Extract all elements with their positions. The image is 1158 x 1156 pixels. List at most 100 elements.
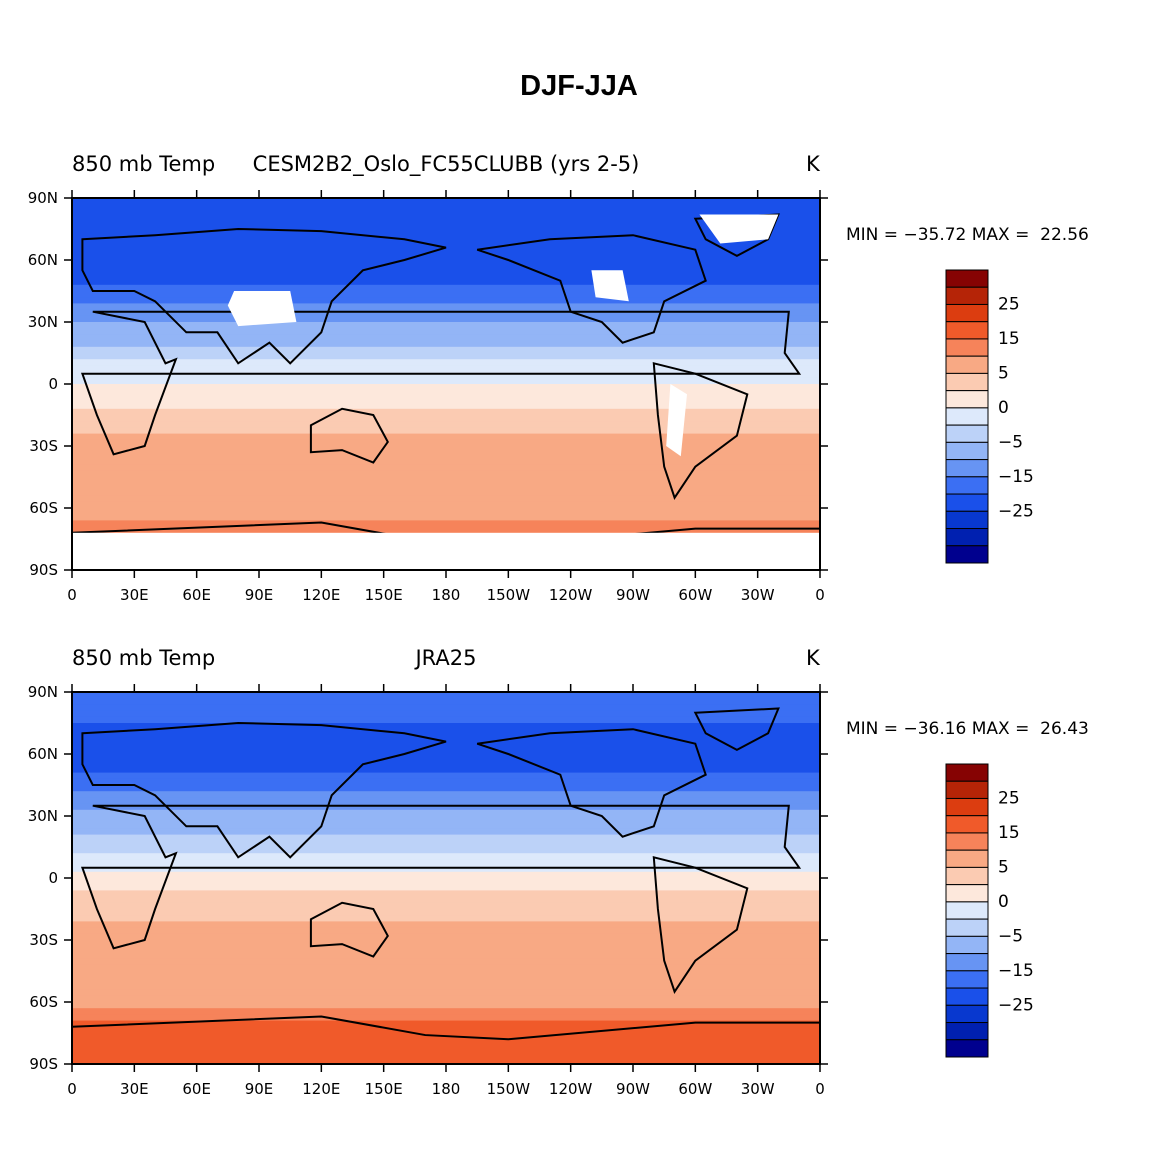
x-tick-label: 0 bbox=[67, 1080, 77, 1098]
colorbar-box bbox=[945, 338, 989, 357]
colorbar-box bbox=[945, 372, 989, 392]
colorbar-box bbox=[945, 935, 989, 955]
y-tick-label: 30S bbox=[29, 437, 58, 455]
x-tick-label: 30W bbox=[741, 1080, 775, 1098]
colorbar-box bbox=[945, 797, 989, 817]
colorbar-box bbox=[945, 545, 989, 564]
colorbar-box bbox=[945, 269, 989, 288]
temperature-band bbox=[72, 809, 820, 817]
temperature-band bbox=[72, 766, 820, 774]
temperature-band bbox=[72, 995, 820, 1003]
antarctica-missing-mask bbox=[72, 532, 820, 570]
x-tick-label: 120E bbox=[302, 1080, 340, 1098]
colorbar-box bbox=[945, 355, 989, 374]
y-tick-label: 30S bbox=[29, 931, 58, 949]
temperature-band bbox=[72, 198, 820, 205]
x-tick-label: 30E bbox=[120, 1080, 149, 1098]
x-tick-label: 90E bbox=[245, 586, 274, 604]
x-tick-label: 180 bbox=[432, 1080, 461, 1098]
panel-units-label: K bbox=[806, 152, 820, 176]
y-tick-label: 0 bbox=[48, 869, 58, 887]
temperature-band bbox=[72, 865, 820, 873]
temperature-band bbox=[72, 334, 820, 342]
colorbar-label: 5 bbox=[998, 857, 1009, 877]
temperature-band bbox=[72, 241, 820, 249]
continent-outline bbox=[80, 310, 802, 456]
continent-outline bbox=[476, 234, 707, 344]
y-tick-label: 90S bbox=[29, 561, 58, 579]
colorbar-label: 0 bbox=[998, 398, 1009, 418]
colorbar-box bbox=[945, 1004, 989, 1024]
temperature-band bbox=[72, 834, 820, 842]
colorbar-label: 15 bbox=[998, 329, 1020, 349]
temperature-band bbox=[72, 483, 820, 490]
colorbar-box bbox=[945, 832, 989, 851]
temperature-band bbox=[72, 458, 820, 466]
x-tick-label: 150E bbox=[365, 1080, 403, 1098]
x-tick-label: 120E bbox=[302, 586, 340, 604]
temperature-band bbox=[72, 840, 820, 848]
x-tick-label: 0 bbox=[815, 1080, 825, 1098]
y-tick-label: 30N bbox=[28, 807, 58, 825]
continent-outline bbox=[652, 361, 749, 500]
temperature-band bbox=[72, 803, 820, 811]
temperature-band bbox=[72, 278, 820, 286]
x-tick-label: 150W bbox=[487, 1080, 531, 1098]
y-tick-label: 90N bbox=[28, 189, 58, 207]
x-tick-label: 90W bbox=[616, 586, 650, 604]
temperature-band bbox=[72, 741, 820, 749]
x-tick-label: 90W bbox=[616, 1080, 650, 1098]
temperature-band bbox=[72, 272, 820, 280]
temperature-band bbox=[72, 1039, 820, 1046]
temperature-band bbox=[72, 235, 820, 242]
x-tick-label: 0 bbox=[815, 586, 825, 604]
temperature-band bbox=[72, 452, 820, 459]
colorbar-label: 15 bbox=[998, 823, 1020, 843]
temperature-band bbox=[72, 346, 820, 354]
temperature-band bbox=[72, 508, 820, 515]
temperature-band bbox=[72, 446, 820, 453]
temperature-band bbox=[72, 433, 820, 441]
temperature-band bbox=[72, 940, 820, 947]
antarctica-outline bbox=[71, 1015, 820, 1041]
temperature-band bbox=[72, 902, 820, 910]
colorbar-label: −15 bbox=[998, 467, 1034, 487]
temperature-band bbox=[72, 260, 820, 267]
temperature-band bbox=[72, 266, 820, 273]
x-tick-label: 60E bbox=[182, 1080, 211, 1098]
temperature-band bbox=[72, 402, 820, 410]
colorbar-box bbox=[945, 407, 989, 426]
continent-outline bbox=[693, 707, 780, 752]
colorbar-box bbox=[945, 918, 989, 937]
x-tick-label: 60W bbox=[678, 1080, 712, 1098]
x-tick-label: 150W bbox=[487, 586, 531, 604]
x-tick-label: 150E bbox=[365, 586, 403, 604]
temperature-band bbox=[72, 890, 820, 898]
temperature-band bbox=[72, 710, 820, 718]
temperature-band bbox=[72, 933, 820, 941]
colorbar-box bbox=[945, 970, 989, 989]
temperature-band bbox=[72, 470, 820, 478]
temperature-band bbox=[72, 365, 820, 373]
continent-outline bbox=[652, 855, 749, 994]
temperature-band bbox=[72, 716, 820, 724]
x-tick-label: 90E bbox=[245, 1080, 274, 1098]
continent-outline bbox=[309, 407, 389, 464]
temperature-band bbox=[72, 377, 820, 385]
temperature-band bbox=[72, 791, 820, 798]
temperature-band bbox=[72, 1002, 820, 1009]
x-tick-label: 120W bbox=[549, 1080, 593, 1098]
temperature-band bbox=[72, 303, 820, 311]
temperature-band bbox=[72, 754, 820, 761]
min-max-readout: MIN = −35.72 MAX = 22.56 bbox=[846, 225, 1089, 245]
y-tick-label: 0 bbox=[48, 375, 58, 393]
x-tick-label: 60W bbox=[678, 586, 712, 604]
colorbar-box bbox=[945, 866, 989, 886]
missing-data-mask bbox=[591, 270, 629, 302]
y-tick-label: 30N bbox=[28, 313, 58, 331]
temperature-band bbox=[72, 884, 820, 891]
colorbar-box bbox=[945, 953, 989, 972]
temperature-band bbox=[72, 785, 820, 792]
temperature-band bbox=[72, 692, 820, 699]
temperature-band bbox=[72, 1045, 820, 1053]
